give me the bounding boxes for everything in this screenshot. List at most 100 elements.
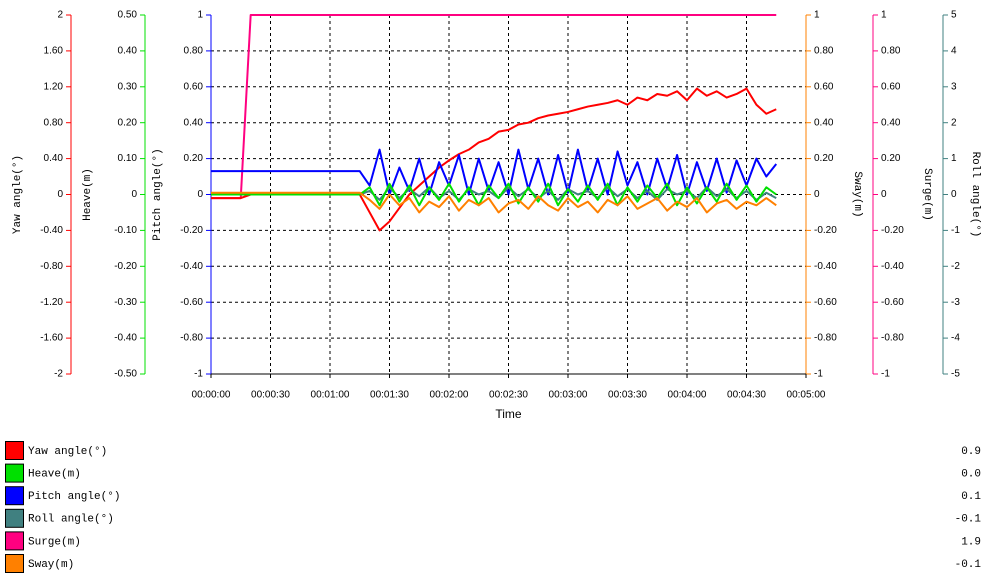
y-tick-label: 0.30 (118, 81, 138, 92)
y-tick-label: -0.30 (114, 297, 137, 308)
y-tick-label: 0 (881, 189, 887, 200)
y-tick-label: -0.40 (881, 261, 904, 272)
y-tick-label: 5 (951, 10, 957, 21)
y-tick-label: 1 (197, 10, 203, 21)
y-tick-label: 1 (814, 10, 820, 21)
y-tick-label: -0.80 (180, 333, 203, 344)
y-tick-label: 0.20 (814, 153, 834, 164)
y-tick-label: -0.80 (881, 333, 904, 344)
legend-label: Yaw angle(°) (28, 446, 107, 458)
y-tick-label: -0.60 (881, 297, 904, 308)
legend-label: Surge(m) (28, 536, 81, 548)
y-tick-label: 0 (814, 189, 820, 200)
data-line (211, 14, 777, 200)
y-tick-label: 2 (57, 10, 63, 21)
y-tick-label: -2 (951, 261, 960, 272)
y-tick-label: 0.10 (118, 153, 138, 164)
y-tick-label: -2 (54, 369, 63, 380)
y-tick-label: -0.20 (814, 225, 837, 236)
y-tick-label: 0 (131, 189, 137, 200)
y-tick-label: -1.60 (40, 333, 63, 344)
x-tick-label: 00:04:00 (668, 390, 707, 401)
y-tick-label: 3 (951, 81, 957, 92)
y-axis-title: Surge(m) (921, 168, 933, 221)
y-tick-label: -0.60 (180, 297, 203, 308)
y-tick-label: -1.20 (40, 297, 63, 308)
x-axis-title: Time (495, 407, 522, 421)
x-tick-label: 00:00:30 (251, 390, 290, 401)
y-tick-label: 0.40 (814, 117, 834, 128)
legend-swatch (5, 486, 24, 506)
x-tick-label: 00:03:00 (549, 390, 588, 401)
data-line (211, 87, 777, 232)
y-tick-label: -0.40 (814, 261, 837, 272)
x-tick-label: 00:01:30 (370, 390, 409, 401)
y-axis-title: Yaw angle(°) (12, 155, 24, 234)
x-tick-label: 00:00:00 (192, 390, 231, 401)
y-tick-label: 1.20 (44, 81, 64, 92)
y-tick-label: 2 (951, 117, 957, 128)
y-tick-label: 0.40 (881, 117, 901, 128)
y-tick-label: 0.40 (184, 117, 204, 128)
y-tick-label: 0.20 (118, 117, 138, 128)
y-tick-label: 0.60 (881, 81, 901, 92)
legend-swatch (5, 441, 24, 460)
y-tick-label: 0.20 (184, 153, 204, 164)
x-tick-label: 00:02:00 (430, 390, 469, 401)
y-tick-label: -4 (951, 333, 960, 344)
y-tick-label: -0.50 (114, 369, 137, 380)
legend-swatch (5, 531, 24, 551)
y-tick-label: -1 (814, 369, 823, 380)
y-tick-label: 0.80 (44, 117, 64, 128)
y-tick-label: 0.40 (44, 153, 64, 164)
y-tick-label: -0.40 (40, 225, 63, 236)
y-tick-label: 1.60 (44, 46, 64, 57)
y-tick-label: 0.60 (814, 81, 834, 92)
legend-value: -0.1 (955, 514, 982, 526)
y-axis-title: Sway(m) (851, 171, 863, 217)
y-tick-label: 1 (951, 153, 957, 164)
legend-swatch (5, 463, 24, 483)
legend-swatch (5, 554, 24, 573)
y-tick-label: -1 (194, 369, 203, 380)
y-tick-label: 0 (197, 189, 203, 200)
y-axis-title: Roll angle(°) (969, 152, 981, 238)
y-tick-label: 0.80 (881, 46, 901, 57)
legend-value: 0.0 (961, 469, 981, 481)
y-tick-label: -0.80 (40, 261, 63, 272)
x-tick-label: 00:03:30 (608, 390, 647, 401)
y-tick-label: -0.80 (814, 333, 837, 344)
y-axis-title: Pitch angle(°) (152, 148, 164, 240)
legend-label: Roll angle(°) (28, 514, 114, 526)
legend-value: 0.1 (961, 491, 981, 503)
data-line (211, 148, 778, 196)
y-tick-label: 0.20 (881, 153, 901, 164)
y-tick-label: -1 (881, 369, 890, 380)
legend-value: 1.9 (961, 536, 981, 548)
y-tick-label: 1 (881, 10, 887, 21)
y-tick-label: -0.40 (180, 261, 203, 272)
x-tick-label: 00:01:00 (311, 390, 350, 401)
y-tick-label: -1 (951, 225, 960, 236)
x-tick-label: 00:04:30 (727, 390, 766, 401)
y-tick-label: -0.20 (114, 261, 137, 272)
data-line (211, 191, 777, 214)
x-tick-label: 00:02:30 (489, 390, 528, 401)
legend-label: Heave(m) (28, 469, 81, 481)
y-tick-label: -0.40 (114, 333, 137, 344)
legend-swatch (5, 508, 24, 528)
y-tick-label: 4 (951, 46, 957, 57)
y-tick-label: -0.20 (180, 225, 203, 236)
legend-value: 0.9 (961, 446, 981, 458)
y-tick-label: 0.60 (184, 81, 204, 92)
y-tick-label: -0.60 (814, 297, 837, 308)
y-tick-label: -0.20 (881, 225, 904, 236)
legend-label: Sway(m) (28, 559, 74, 571)
y-tick-label: -3 (951, 297, 960, 308)
y-tick-label: -5 (951, 369, 960, 380)
y-tick-label: 0.80 (184, 46, 204, 57)
y-tick-label: 0.50 (118, 10, 138, 21)
legend-value: -0.1 (955, 559, 982, 571)
y-tick-label: 0.40 (118, 46, 138, 57)
